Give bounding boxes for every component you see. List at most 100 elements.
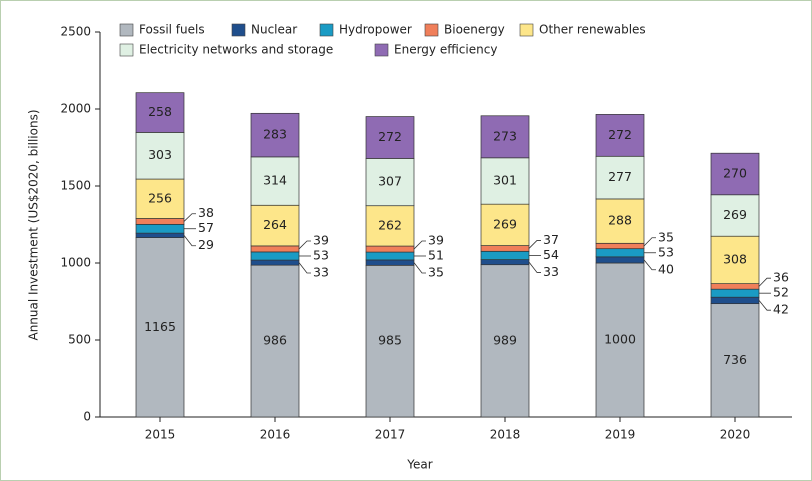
data-label: 39 <box>313 232 329 247</box>
x-tick-label: 2017 <box>375 428 406 442</box>
bar-segment <box>135 92 185 133</box>
bar-segment <box>595 198 645 244</box>
data-label: 33 <box>313 264 329 279</box>
leader-line <box>758 277 771 287</box>
leader-line <box>298 262 311 274</box>
y-tick-label: 0 <box>83 410 91 424</box>
y-tick-label: 1000 <box>60 256 91 270</box>
leader-line <box>298 240 311 250</box>
y-tick-label: 500 <box>68 333 91 347</box>
leader-line <box>528 240 541 249</box>
data-label: 57 <box>198 220 214 235</box>
bar-segment <box>710 152 760 196</box>
bar-segment <box>250 264 300 418</box>
data-label: 283 <box>263 127 287 142</box>
bar-segment <box>480 250 530 260</box>
leader-line <box>413 240 426 250</box>
legend-swatch <box>319 23 334 37</box>
y-tick-label: 2000 <box>60 102 91 116</box>
legend-label: Fossil fuels <box>139 23 205 37</box>
legend-label: Bioenergy <box>444 23 505 37</box>
x-tick-label: 2020 <box>720 428 751 442</box>
data-label: 35 <box>658 229 674 244</box>
legend-swatch <box>119 23 134 37</box>
leader-line <box>643 259 656 271</box>
data-label: 288 <box>608 213 632 228</box>
y-tick-label: 2500 <box>60 25 91 39</box>
legend-label: Electricity networks and storage <box>139 43 333 57</box>
data-label: 277 <box>608 169 632 184</box>
leader-line <box>643 237 656 247</box>
leader-line <box>528 261 541 273</box>
bar-segment <box>480 245 530 252</box>
bar-segment <box>135 223 185 234</box>
data-label: 303 <box>148 147 172 162</box>
data-label: 262 <box>378 217 402 232</box>
data-label: 29 <box>198 237 214 252</box>
data-label: 35 <box>428 264 444 279</box>
bar-segment <box>250 245 300 253</box>
data-label: 1000 <box>604 332 636 347</box>
bar-segment <box>135 232 185 238</box>
legend-swatch <box>231 23 246 37</box>
data-label: 308 <box>723 251 747 266</box>
data-label: 54 <box>543 247 559 262</box>
bar-segment <box>710 303 760 418</box>
bar-segment <box>595 155 645 200</box>
bar-segment <box>365 158 415 207</box>
x-tick-label: 2018 <box>490 428 521 442</box>
data-label: 301 <box>493 172 517 187</box>
data-label: 38 <box>198 205 214 220</box>
y-axis-label: Annual Investment (US$2020, billions) <box>27 109 41 340</box>
data-label: 989 <box>493 332 517 347</box>
leader-line <box>183 235 196 247</box>
data-label: 307 <box>378 174 402 189</box>
data-label: 39 <box>428 232 444 247</box>
bar-segment <box>480 115 530 159</box>
x-tick-label: 2015 <box>145 428 176 442</box>
data-label: 264 <box>263 217 287 232</box>
data-label: 256 <box>148 190 172 205</box>
data-label: 272 <box>378 129 402 144</box>
bar-segment <box>365 264 415 418</box>
bar-segment <box>250 259 300 266</box>
bar-segment <box>595 242 645 250</box>
x-axis-label: Year <box>406 458 432 472</box>
bar-segment <box>135 132 185 180</box>
bar-segment <box>595 256 645 264</box>
bar-segment <box>250 112 300 158</box>
bar-segment <box>710 283 760 290</box>
leader-line <box>413 262 426 274</box>
bar-segment <box>710 235 760 284</box>
bar-segment <box>595 114 645 157</box>
legend-label: Nuclear <box>251 23 297 37</box>
bar-segment <box>135 218 185 225</box>
data-label: 53 <box>313 247 329 262</box>
legend-swatch <box>424 23 439 37</box>
bar-segment <box>365 251 415 261</box>
bar-segment <box>250 204 300 247</box>
legend-swatch <box>374 43 389 57</box>
bar-segment <box>710 296 760 305</box>
legend-swatch <box>519 23 534 37</box>
data-label: 270 <box>723 165 747 180</box>
data-label: 53 <box>658 244 674 259</box>
data-label: 37 <box>543 232 559 247</box>
data-label: 736 <box>723 352 747 367</box>
bar-segment <box>480 203 530 246</box>
y-tick-label: 1500 <box>60 179 91 193</box>
data-label: 985 <box>378 333 402 348</box>
bar-segment <box>595 262 645 418</box>
x-tick-label: 2016 <box>260 428 291 442</box>
bar-segment <box>250 156 300 206</box>
data-label: 51 <box>428 247 444 262</box>
bar-segment <box>365 245 415 253</box>
bar-segment <box>595 248 645 258</box>
data-label: 272 <box>608 127 632 142</box>
data-label: 36 <box>773 270 789 285</box>
bar-segment <box>250 251 300 261</box>
data-label: 273 <box>493 128 517 143</box>
bar-segment <box>135 237 185 418</box>
bar-segment <box>710 288 760 298</box>
